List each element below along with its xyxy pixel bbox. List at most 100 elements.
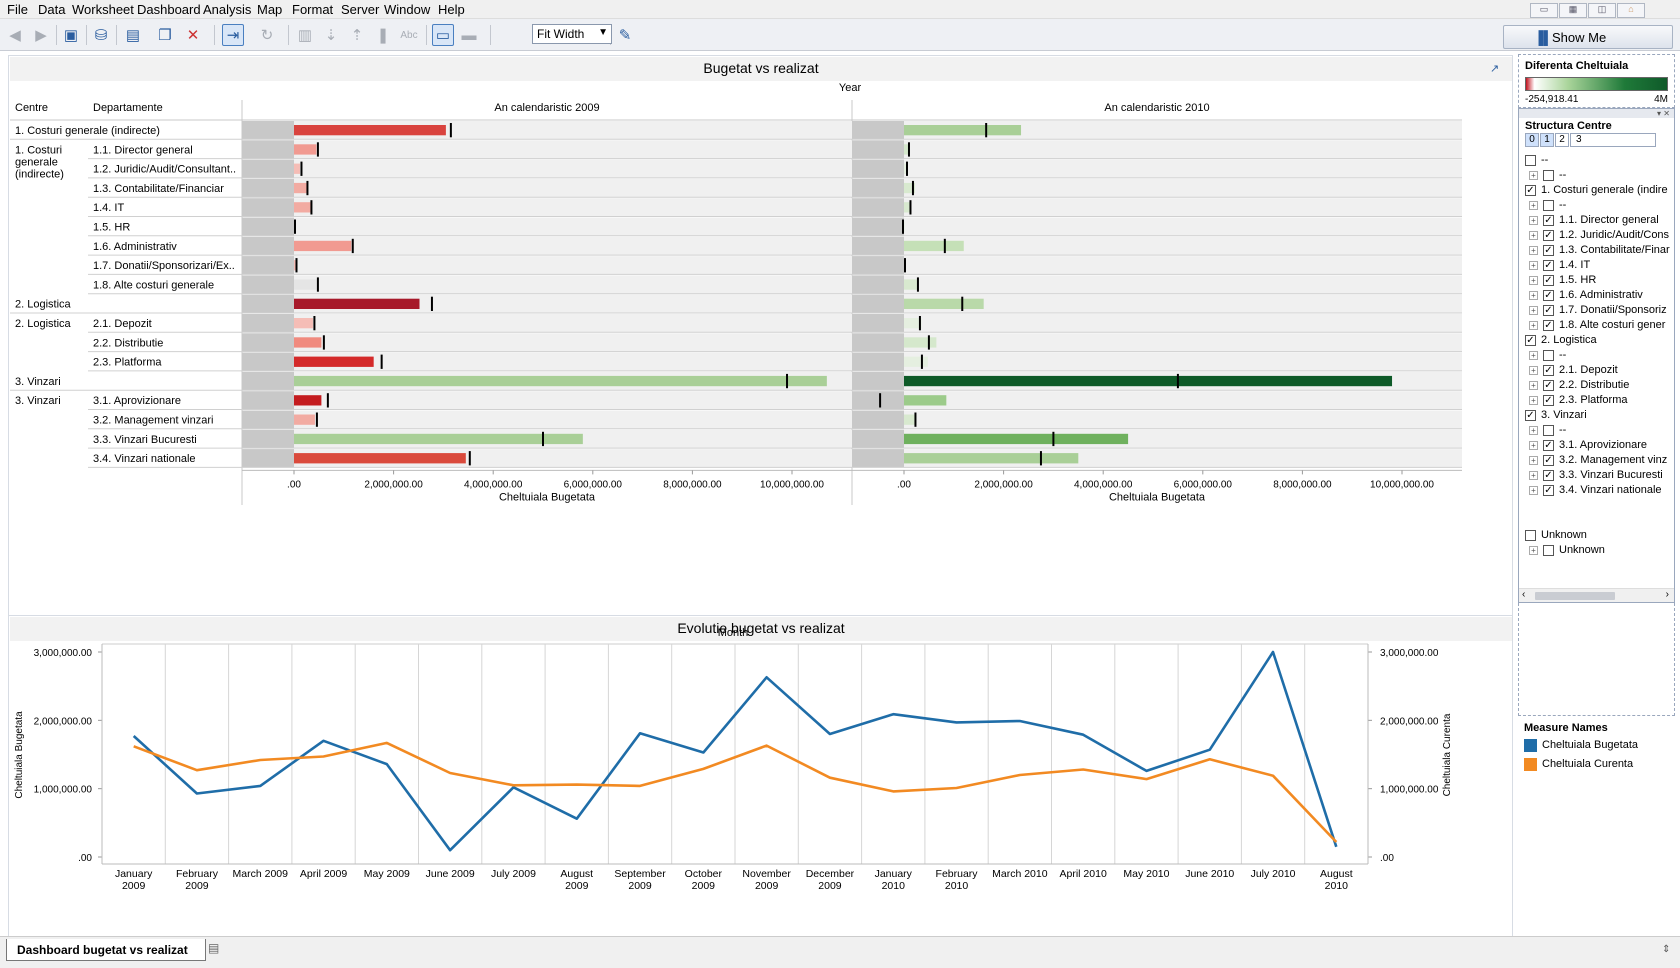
fix-axes-icon[interactable]: ▬	[461, 26, 477, 44]
connect-data-icon[interactable]: ⛁	[94, 27, 108, 44]
filter-item[interactable]: + --	[1519, 199, 1674, 214]
group-icon[interactable]: ▥	[297, 27, 313, 44]
auto-update-icon[interactable]: ⇥	[222, 24, 244, 46]
filter-checkbox[interactable]: ✓	[1543, 245, 1554, 256]
scroll-left-icon[interactable]: ‹	[1522, 589, 1526, 600]
filter-checkbox[interactable]: ✓	[1543, 440, 1554, 451]
data-source-icon[interactable]: ◫	[1588, 3, 1616, 18]
filter-checkbox[interactable]: ✓	[1543, 470, 1554, 481]
filter-item[interactable]: + ✓ 1.1. Director general	[1519, 214, 1674, 229]
menu-worksheet[interactable]: Worksheet	[72, 2, 134, 17]
filter-drag-handle[interactable]: ▾ ✕	[1519, 109, 1674, 118]
filter-checkbox[interactable]	[1543, 170, 1554, 181]
duplicate-sheet-icon[interactable]: ❐	[158, 27, 172, 44]
filter-checkbox[interactable]	[1525, 155, 1536, 166]
menu-window[interactable]: Window	[384, 2, 431, 17]
filter-checkbox[interactable]: ✓	[1525, 185, 1536, 196]
filter-item[interactable]: ✓ 3. Vinzari	[1519, 409, 1674, 424]
expand-icon[interactable]: +	[1529, 396, 1538, 405]
filter-item[interactable]: + ✓ 3.3. Vinzari Bucuresti	[1519, 469, 1674, 484]
expand-icon[interactable]: +	[1529, 441, 1538, 450]
level-button-0[interactable]: 0	[1525, 133, 1539, 147]
expand-icon[interactable]: +	[1529, 456, 1538, 465]
level-button-3[interactable]: 3	[1570, 133, 1656, 147]
filter-item[interactable]: + Unknown	[1519, 544, 1674, 559]
expand-icon[interactable]: +	[1529, 246, 1538, 255]
scrollbar-thumb[interactable]	[1535, 592, 1615, 600]
highlight-icon[interactable]: ❚	[376, 27, 390, 44]
expand-icon[interactable]: +	[1529, 201, 1538, 210]
back-icon[interactable]: ◀	[9, 27, 21, 44]
tab-scroll-icon[interactable]: ⇕	[1662, 944, 1671, 955]
filter-item[interactable]: + --	[1519, 169, 1674, 184]
menu-file[interactable]: File	[7, 2, 28, 17]
expand-icon[interactable]: +	[1529, 426, 1538, 435]
clear-sheet-icon[interactable]: ✕	[186, 27, 200, 44]
filter-checkbox[interactable]	[1525, 530, 1536, 541]
filter-item[interactable]: + ✓ 1.8. Alte costuri gener	[1519, 319, 1674, 334]
filter-checkbox[interactable]: ✓	[1543, 455, 1554, 466]
scroll-right-icon[interactable]: ›	[1665, 589, 1669, 600]
expand-icon[interactable]: +	[1529, 321, 1538, 330]
filter-checkbox[interactable]: ✓	[1543, 395, 1554, 406]
filter-item[interactable]: + ✓ 3.4. Vinzari nationale	[1519, 484, 1674, 499]
expand-icon[interactable]: +	[1529, 261, 1538, 270]
expand-icon[interactable]: +	[1529, 171, 1538, 180]
filter-checkbox[interactable]: ✓	[1543, 485, 1554, 496]
menu-server[interactable]: Server	[341, 2, 380, 17]
filter-item[interactable]: + ✓ 2.2. Distributie	[1519, 379, 1674, 394]
filter-item[interactable]: + ✓ 1.7. Donatii/Sponsoriz	[1519, 304, 1674, 319]
filter-checkbox[interactable]: ✓	[1543, 215, 1554, 226]
sheet-sorter-icon[interactable]: ▭	[1530, 3, 1558, 18]
expand-icon[interactable]: +	[1529, 366, 1538, 375]
menu-map[interactable]: Map	[257, 2, 283, 17]
menu-help[interactable]: Help	[438, 2, 465, 17]
save-icon[interactable]: ▣	[63, 27, 79, 44]
filter-checkbox[interactable]	[1543, 545, 1554, 556]
expand-icon[interactable]: +	[1529, 276, 1538, 285]
presentation-mode-icon[interactable]: ▭	[432, 24, 454, 46]
home-icon[interactable]: ⌂	[1617, 3, 1645, 18]
new-worksheet-icon[interactable]: ▤	[125, 27, 141, 44]
menu-analysis[interactable]: Analysis	[203, 2, 252, 17]
filter-checkbox[interactable]: ✓	[1525, 335, 1536, 346]
level-button-2[interactable]: 2	[1555, 133, 1569, 147]
expand-icon[interactable]: +	[1529, 291, 1538, 300]
go-to-sheet-icon[interactable]: ↗	[1490, 63, 1500, 75]
filter-checkbox[interactable]: ✓	[1525, 410, 1536, 421]
filter-horizontal-scrollbar[interactable]: ‹ ›	[1519, 588, 1674, 602]
filter-item[interactable]: Unknown	[1519, 529, 1674, 544]
filter-item[interactable]: + ✓ 3.1. Aprovizionare	[1519, 439, 1674, 454]
filter-item[interactable]: + ✓ 2.1. Depozit	[1519, 364, 1674, 379]
filter-checkbox[interactable]	[1543, 425, 1554, 436]
filter-checkbox[interactable]: ✓	[1543, 380, 1554, 391]
sheet-tab-dashboard[interactable]: Dashboard bugetat vs realizat	[6, 939, 206, 961]
filter-item[interactable]: + ✓ 1.3. Contabilitate/Finar	[1519, 244, 1674, 259]
filter-item[interactable]: + ✓ 2.3. Platforma	[1519, 394, 1674, 409]
filter-checkbox[interactable]: ✓	[1543, 320, 1554, 331]
expand-icon[interactable]: +	[1529, 306, 1538, 315]
show-labels-icon[interactable]: Abc	[400, 29, 418, 41]
filter-checkbox[interactable]: ✓	[1543, 365, 1554, 376]
filter-item[interactable]: + ✓ 1.6. Administrativ	[1519, 289, 1674, 304]
menu-format[interactable]: Format	[292, 2, 334, 17]
filter-item[interactable]: + ✓ 3.2. Management vinz	[1519, 454, 1674, 469]
filter-item[interactable]: + --	[1519, 424, 1674, 439]
new-dashboard-icon[interactable]: ▤	[208, 941, 220, 955]
filter-item[interactable]: + ✓ 1.4. IT	[1519, 259, 1674, 274]
sort-ascending-icon[interactable]: ⇣	[324, 27, 338, 44]
filter-item[interactable]: + --	[1519, 349, 1674, 364]
annotate-icon[interactable]: ✎	[618, 27, 632, 44]
filter-checkbox[interactable]	[1543, 350, 1554, 361]
expand-icon[interactable]: +	[1529, 231, 1538, 240]
filter-checkbox[interactable]: ✓	[1543, 230, 1554, 241]
filter-checkbox[interactable]: ✓	[1543, 275, 1554, 286]
fit-dropdown[interactable]: Fit Width ▼	[532, 24, 612, 44]
expand-icon[interactable]: +	[1529, 351, 1538, 360]
menu-dashboard[interactable]: Dashboard	[137, 2, 201, 17]
filter-item[interactable]: --	[1519, 154, 1674, 169]
show-me-button[interactable]: ▐▌ Show Me	[1503, 25, 1673, 49]
filter-item[interactable]: + ✓ 1.2. Juridic/Audit/Cons	[1519, 229, 1674, 244]
menu-data[interactable]: Data	[38, 2, 66, 17]
expand-icon[interactable]: +	[1529, 216, 1538, 225]
